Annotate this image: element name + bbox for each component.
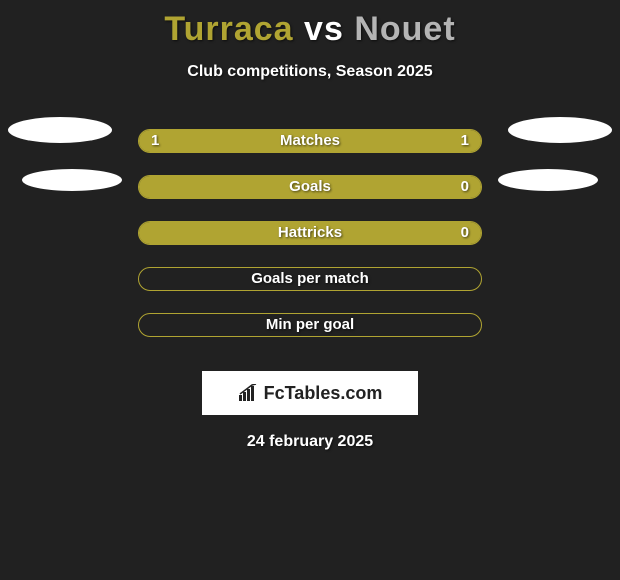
stat-value-left: 1 — [151, 132, 159, 149]
player1-name: Turraca — [164, 10, 293, 48]
subtitle: Club competitions, Season 2025 — [0, 63, 620, 81]
stat-label: Hattricks — [139, 224, 481, 241]
player2-badge — [498, 169, 598, 191]
stat-label: Goals — [139, 178, 481, 195]
stat-row: Hattricks0 — [0, 221, 620, 267]
player2-name: Nouet — [354, 10, 455, 48]
stat-bar: Goals per match — [138, 267, 482, 291]
stat-rows: Matches11Goals0Hattricks0Goals per match… — [0, 129, 620, 359]
player1-badge — [8, 117, 112, 143]
stat-row: Goals0 — [0, 175, 620, 221]
logo-text: FcTables.com — [264, 383, 383, 404]
stat-label: Goals per match — [139, 270, 481, 287]
stat-label: Min per goal — [139, 316, 481, 333]
stat-bar: Hattricks0 — [138, 221, 482, 245]
comparison-infographic: Turraca vs Nouet Club competitions, Seas… — [0, 0, 620, 580]
stat-label: Matches — [139, 132, 481, 149]
chart-icon — [238, 384, 260, 402]
stat-row: Goals per match — [0, 267, 620, 313]
player1-badge — [22, 169, 122, 191]
stat-row: Matches1 1 — [0, 129, 620, 175]
logo-box: FcTables.com — [202, 371, 418, 415]
stat-value-right: 0 — [461, 178, 469, 195]
stat-row: Min per goal — [0, 313, 620, 359]
stat-value-right: 0 — [461, 224, 469, 241]
vs-text: vs — [304, 10, 344, 48]
stat-bar: Goals0 — [138, 175, 482, 199]
stat-bar: Min per goal — [138, 313, 482, 337]
logo: FcTables.com — [238, 383, 383, 404]
stat-bar: Matches1 1 — [138, 129, 482, 153]
footer-date: 24 february 2025 — [0, 433, 620, 451]
stat-value-right: 1 — [461, 132, 469, 149]
player2-badge — [508, 117, 612, 143]
page-title: Turraca vs Nouet — [0, 0, 620, 49]
